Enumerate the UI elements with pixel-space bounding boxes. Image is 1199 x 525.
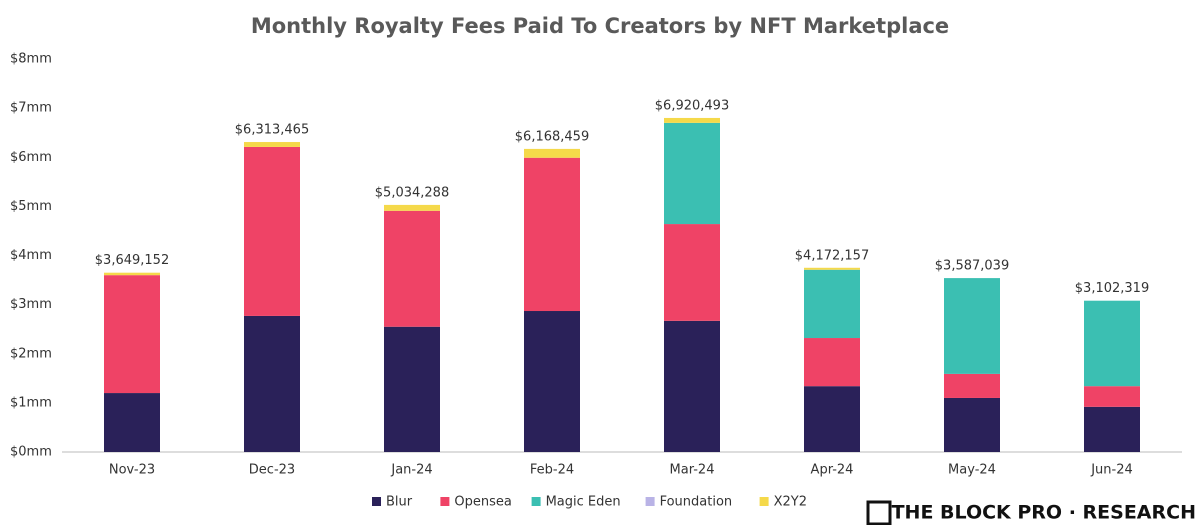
x-tick-label: Mar-24 [670,463,715,478]
y-tick-label: $6mm [10,150,52,165]
bar-segment [244,142,300,147]
total-label: $3,587,039 [935,259,1009,274]
x-tick-label: Dec-23 [249,463,295,478]
legend-label: Foundation [660,495,733,510]
legend-swatch [440,497,450,506]
bar-segment [384,326,440,452]
bar-segment [384,210,440,327]
bar-segment [804,338,860,387]
legend-label: Magic Eden [546,495,621,510]
y-tick-label: $0mm [10,445,52,460]
bar-segment [664,122,720,225]
bar-segment [104,393,160,452]
bar-segment [804,267,860,270]
total-label: $5,034,288 [375,185,449,200]
legend-swatch [372,497,381,506]
total-label: $4,172,157 [795,248,869,263]
bar-segment [384,204,440,211]
bar-segment [104,275,160,394]
chart-title: Monthly Royalty Fees Paid To Creators by… [251,14,949,38]
x-tick-label: Jan-24 [390,463,432,478]
bar-segment [664,224,720,321]
x-tick-label: Feb-24 [530,463,574,478]
total-label: $3,649,152 [95,253,169,268]
bar-segment [944,397,1000,452]
legend-label: Blur [386,495,413,510]
legend-swatch [531,497,541,506]
y-tick-label: $5mm [10,199,52,214]
x-tick-label: Jun-24 [1090,463,1133,478]
y-tick-label: $2mm [10,346,52,361]
logo [866,500,892,525]
bar-segment [524,148,580,158]
bar-segment [1084,300,1140,387]
legend-swatch [645,497,655,506]
bar-segment [944,373,1000,398]
y-tick-label: $1mm [10,395,52,410]
legend-label: X2Y2 [774,495,807,510]
bar-segment [244,315,300,452]
y-tick-label: $3mm [10,297,52,312]
bar-segment [104,272,160,276]
total-label: $3,102,319 [1075,281,1149,296]
bar-segment [524,311,580,452]
bar-segment [664,117,720,123]
bar-segment [804,269,860,339]
x-tick-label: May-24 [948,463,996,478]
total-label: $6,920,493 [655,98,729,113]
bar-segment [944,278,1000,374]
bar-segment [524,157,580,312]
bar-segment [664,320,720,452]
bar-segment [1084,386,1140,407]
y-tick-label: $8mm [10,52,52,67]
y-tick-label: $4mm [10,248,52,263]
watermark: THE BLOCK PRO · RESEARCH [892,502,1196,524]
total-label: $6,313,465 [235,123,309,138]
legend-label: Opensea [454,495,511,510]
bar-segment [244,146,300,316]
x-tick-label: Apr-24 [811,463,854,478]
total-label: $6,168,459 [515,129,589,144]
legend-swatch [759,497,769,506]
x-tick-label: Nov-23 [109,463,155,478]
y-tick-label: $7mm [10,101,52,116]
bar-segment [804,386,860,452]
bar-segment [1084,406,1140,452]
